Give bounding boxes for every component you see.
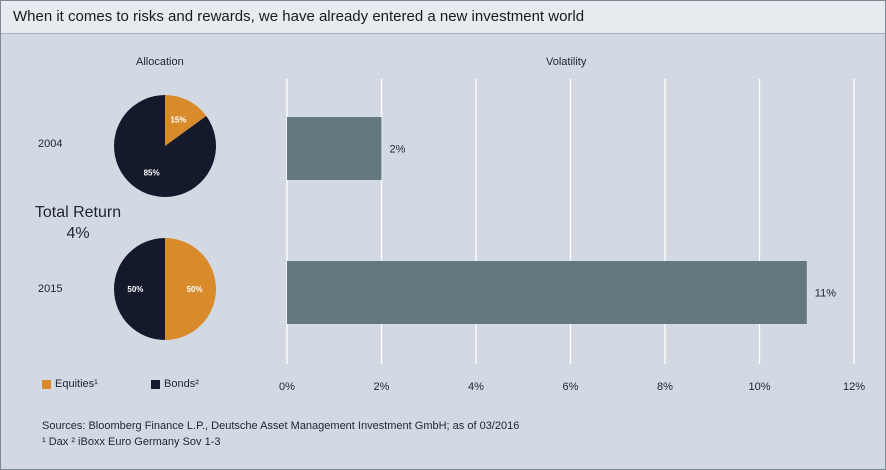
total-return-value: 4%	[66, 225, 90, 242]
volatility-x-tick-label: 8%	[657, 381, 673, 393]
title-bar: When it comes to risks and rewards, we h…	[1, 1, 885, 34]
year-label-2015: 2015	[38, 283, 63, 295]
pie-2015-equities-slice	[165, 238, 216, 340]
legend-bonds-swatch	[151, 379, 160, 389]
volatility-bar-2015	[287, 261, 807, 324]
pie-2015-bonds-label: 50%	[127, 285, 143, 294]
total-return-label: Total Return	[34, 204, 122, 221]
footnote-line: ¹ Dax ² iBoxx Euro Germany Sov 1-3	[42, 436, 221, 448]
pie-2004-bonds-slice	[114, 95, 217, 197]
volatility-bar-2015-value-label: 11%	[815, 288, 836, 300]
volatility-x-tick-label: 4%	[468, 381, 484, 393]
year-label-2004: 2004	[38, 138, 63, 150]
pie-2004-bonds-label: 85%	[144, 168, 160, 177]
legend-equities-label: Equities¹	[55, 378, 98, 390]
legend-equities-swatch	[42, 379, 51, 389]
chart-title: When it comes to risks and rewards, we h…	[13, 8, 585, 25]
pie-2004-equities-label: 15%	[170, 116, 186, 125]
sources-line: Sources: Bloomberg Finance L.P., Deutsch…	[42, 420, 520, 432]
volatility-x-tick-label: 12%	[843, 381, 865, 393]
volatility-x-tick-label: 2%	[374, 381, 390, 393]
volatility-bar-chart: 0% 2% 4% 6% 8% 10% 12% 2% 11%	[279, 79, 865, 393]
volatility-x-tick-label: 6%	[563, 381, 579, 393]
legend-equities: Equities¹	[42, 378, 98, 390]
legend-bonds: Bonds²	[151, 378, 199, 390]
pie-2015-equities-label: 50%	[187, 285, 203, 294]
allocation-pies: 15% 85% 50% 50%	[114, 95, 217, 340]
legend-bonds-label: Bonds²	[164, 378, 199, 390]
volatility-x-tick-label: 10%	[748, 381, 770, 393]
volatility-header: Volatility	[546, 56, 587, 68]
volatility-bar-2004	[287, 117, 382, 180]
volatility-x-tick-label: 0%	[279, 381, 295, 393]
pie-2015-bonds-slice	[114, 238, 165, 340]
allocation-header: Allocation	[136, 56, 184, 68]
volatility-bar-2004-value-label: 2%	[390, 144, 406, 156]
pie-2004-equities-slice	[165, 95, 207, 146]
